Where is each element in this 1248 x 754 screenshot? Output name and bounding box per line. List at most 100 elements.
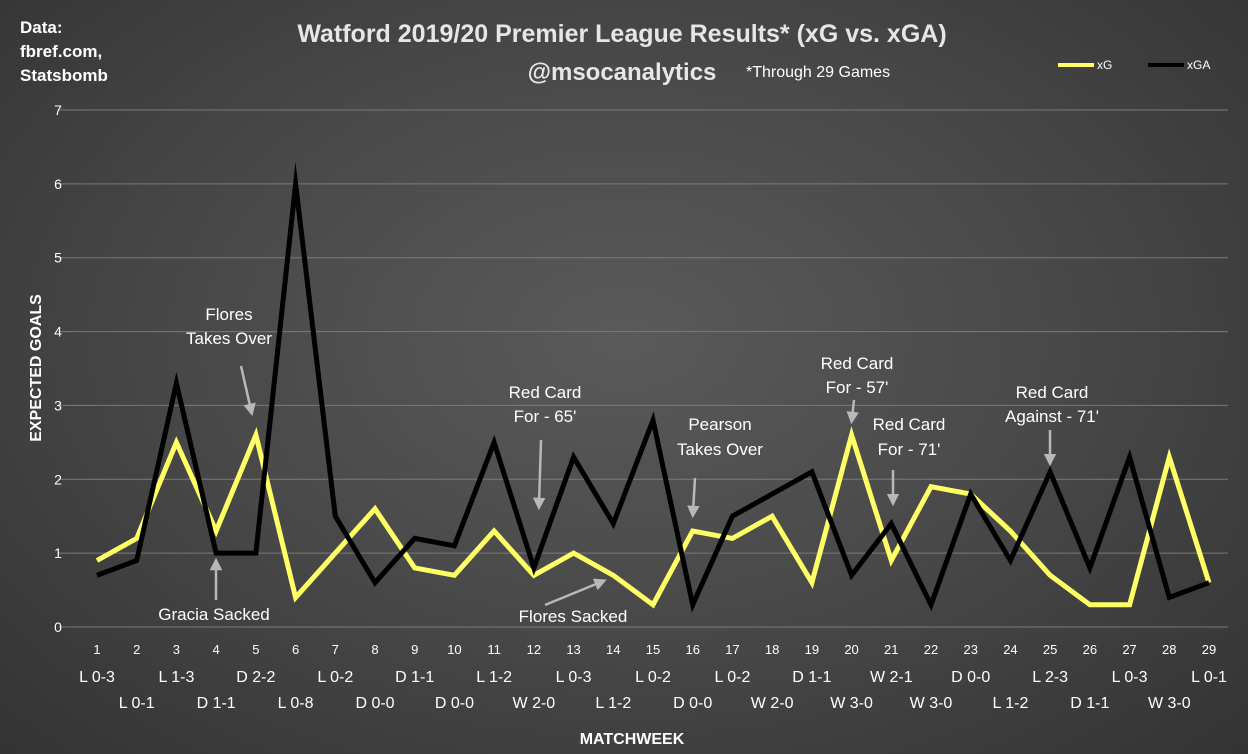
- x-tick-label: 11: [487, 642, 501, 657]
- annotation-text: Flores: [205, 305, 252, 324]
- source-line: Data:: [20, 18, 63, 37]
- annotation-text: Gracia Sacked: [158, 605, 270, 624]
- result-label: D 0-0: [435, 695, 474, 712]
- annotation-text: Against - 71': [1005, 407, 1099, 426]
- x-tick-label: 20: [844, 642, 858, 657]
- result-label: D 2-2: [236, 669, 275, 686]
- x-tick-label: 12: [527, 642, 541, 657]
- x-tick-label: 6: [292, 642, 299, 657]
- chart-title: Watford 2019/20 Premier League Results* …: [297, 20, 946, 48]
- y-axis: 0 1 2 3 4 5 6 7: [54, 102, 62, 635]
- annotation: Flores Sacked: [519, 578, 628, 626]
- gridlines: [58, 109, 1228, 628]
- x-axis-label: MATCHWEEK: [580, 731, 685, 748]
- x-tick-label: 5: [252, 642, 259, 657]
- y-tick-label: 7: [54, 102, 62, 118]
- result-label: W 3-0: [830, 695, 873, 712]
- result-label: D 1-1: [395, 669, 434, 686]
- y-tick-label: 6: [54, 176, 62, 192]
- source-line: Statsbomb: [20, 66, 108, 85]
- y-tick-label: 2: [54, 471, 62, 487]
- result-label: L 2-3: [1032, 669, 1068, 686]
- result-label: L 0-2: [635, 669, 671, 686]
- annotation-text: Red Card: [509, 383, 582, 402]
- result-label: L 0-1: [119, 695, 155, 712]
- x-tick-label: 19: [805, 642, 819, 657]
- x-tick-label: 27: [1122, 642, 1136, 657]
- chart-note: *Through 29 Games: [746, 64, 890, 81]
- result-label: D 1-1: [1070, 695, 1109, 712]
- y-tick-label: 4: [54, 324, 62, 340]
- result-label: W 2-0: [751, 695, 794, 712]
- x-tick-label: 23: [963, 642, 977, 657]
- result-label: L 1-2: [992, 695, 1028, 712]
- annotation-text: Red Card: [821, 354, 894, 373]
- annotation-text: Pearson: [688, 415, 751, 434]
- x-tick-label: 25: [1043, 642, 1057, 657]
- chart-subtitle: @msocanalytics: [528, 59, 717, 86]
- result-label: L 1-2: [595, 695, 631, 712]
- result-label: L 0-3: [79, 669, 115, 686]
- y-tick-label: 3: [54, 397, 62, 413]
- annotation-text: Red Card: [873, 415, 946, 434]
- annotation: Red Card For - 57': [821, 354, 894, 425]
- legend-label-xga: xGA: [1187, 58, 1210, 72]
- x-tick-label: 7: [332, 642, 339, 657]
- annotation-arrow: [687, 477, 700, 519]
- data-source-note: Data: fbref.com, Statsbomb: [20, 16, 140, 88]
- annotation-arrow: [544, 578, 607, 607]
- result-label: L 1-2: [476, 669, 512, 686]
- annotation-arrow: [239, 365, 256, 417]
- legend-label-xg: xG: [1097, 58, 1112, 72]
- result-label: L 0-3: [1112, 669, 1148, 686]
- x-tick-label: 2: [133, 642, 140, 657]
- result-label: L 0-2: [317, 669, 353, 686]
- result-label: D 1-1: [197, 695, 236, 712]
- annotation-text: Red Card: [1016, 383, 1089, 402]
- annotation-text: For - 65': [514, 407, 577, 426]
- annotation-text: Flores Sacked: [519, 607, 628, 626]
- legend: xG xGA: [1058, 58, 1210, 72]
- x-tick-label: 4: [213, 642, 220, 657]
- annotation: Pearson Takes Over: [677, 415, 763, 519]
- result-label: L 1-3: [158, 669, 194, 686]
- series-line-xg: [95, 426, 1212, 609]
- x-tick-label: 24: [1003, 642, 1017, 657]
- x-tick-label: 26: [1083, 642, 1097, 657]
- x-tick-label: 18: [765, 642, 779, 657]
- x-tick-label: 1: [93, 642, 100, 657]
- x-tick-label: 21: [884, 642, 898, 657]
- result-labels: L 0-3L 0-1L 1-3D 1-1D 2-2L 0-8L 0-2D 0-0…: [79, 669, 1227, 712]
- x-tick-label: 15: [646, 642, 660, 657]
- x-tick-label: 28: [1162, 642, 1176, 657]
- x-tick-label: 16: [685, 642, 699, 657]
- x-tick-label: 14: [606, 642, 620, 657]
- x-tick-label: 17: [725, 642, 739, 657]
- result-label: W 2-1: [870, 669, 913, 686]
- result-label: D 0-0: [673, 695, 712, 712]
- annotation: Flores Takes Over: [186, 305, 272, 417]
- result-label: L 0-3: [556, 669, 592, 686]
- y-axis-label: EXPECTED GOALS: [28, 294, 45, 442]
- annotation-arrow: [532, 439, 546, 511]
- annotation-text: Takes Over: [677, 440, 763, 459]
- annotation: Red Card For - 71': [873, 415, 946, 507]
- annotation: Red Card Against - 71': [1005, 383, 1099, 467]
- x-tick-label: 8: [371, 642, 378, 657]
- x-tick-label: 13: [566, 642, 580, 657]
- annotation-text: Takes Over: [186, 329, 272, 348]
- x-tick-label: 29: [1202, 642, 1216, 657]
- result-label: D 0-0: [355, 695, 394, 712]
- annotations: Flores Takes Over Gracia Sacked Red Card For…: [158, 305, 1099, 626]
- result-label: L 0-8: [278, 695, 314, 712]
- result-label: D 1-1: [792, 669, 831, 686]
- x-tick-label: 3: [173, 642, 180, 657]
- result-label: L 0-1: [1191, 669, 1227, 686]
- result-label: L 0-2: [714, 669, 750, 686]
- source-line: fbref.com,: [20, 42, 103, 61]
- series-lines: [95, 161, 1212, 613]
- y-tick-label: 0: [54, 619, 62, 635]
- y-tick-label: 1: [54, 545, 62, 561]
- series-line-xga: [96, 161, 1210, 613]
